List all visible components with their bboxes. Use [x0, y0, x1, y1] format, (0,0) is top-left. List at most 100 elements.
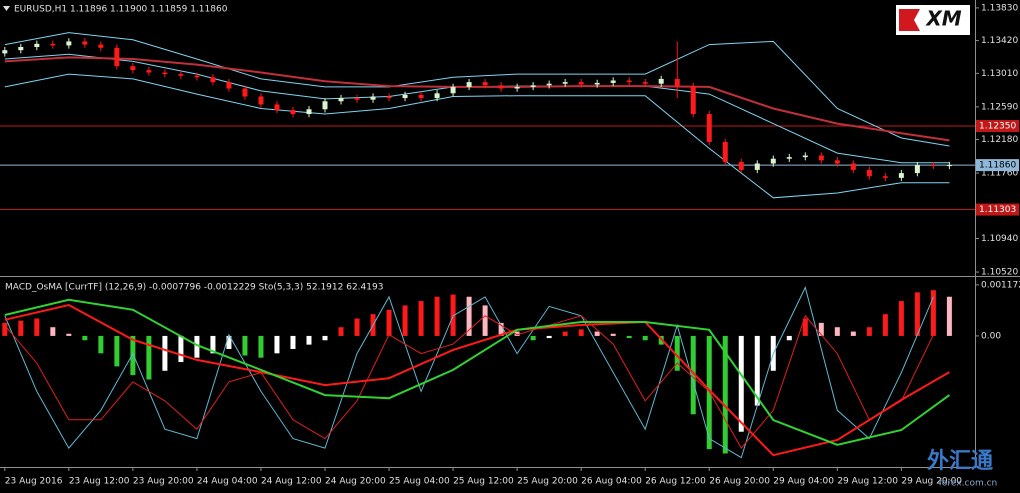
histogram-bar: [226, 335, 232, 349]
candle-body: [322, 101, 328, 110]
candle-body: [706, 114, 712, 142]
x-tick-label: 26 Aug 20:00: [709, 477, 770, 487]
histogram-bar: [786, 335, 792, 341]
histogram-bar: [274, 335, 280, 354]
candle-body: [242, 88, 248, 97]
histogram-bar: [306, 335, 312, 345]
x-tick-label: 25 Aug 12:00: [453, 477, 514, 487]
histogram-bar: [258, 335, 264, 358]
candle-body: [770, 158, 776, 164]
logo-flag: [899, 9, 920, 31]
level-label-box: [976, 159, 1019, 172]
x-tick-label: 23 Aug 2016: [5, 477, 63, 487]
histogram-bar: [594, 331, 600, 336]
histogram-bar: [162, 335, 168, 371]
candle-body: [930, 165, 936, 167]
candle-body: [514, 86, 520, 89]
candle-body: [818, 155, 824, 161]
candle-body: [162, 72, 168, 75]
histogram-bar: [674, 335, 680, 371]
x-tick-label: 26 Aug 04:00: [581, 477, 642, 487]
histogram-bar: [722, 335, 728, 454]
histogram-bar: [2, 322, 8, 336]
histogram-bar: [834, 327, 840, 336]
histogram-bar: [434, 296, 440, 336]
candle-body: [386, 96, 392, 99]
candle-body: [898, 173, 904, 178]
histogram-bar: [354, 318, 360, 336]
stochastic-line: [4, 286, 934, 459]
histogram-bar: [178, 335, 184, 363]
histogram-bar: [914, 292, 920, 336]
histogram-bar: [690, 335, 696, 415]
histogram-bar: [50, 327, 56, 336]
candle-body: [498, 85, 504, 89]
candle-body: [834, 160, 840, 164]
x-tick-label: 23 Aug 12:00: [69, 477, 130, 487]
candle-body: [370, 96, 376, 100]
macd-line: [4, 303, 950, 457]
candle-body: [594, 82, 600, 85]
candle-body: [786, 157, 792, 159]
watermark: 外汇通 forex.com.cn: [927, 448, 997, 489]
y-tick-label: 1.13830: [981, 3, 1018, 13]
histogram-bar: [210, 335, 216, 354]
candle-body: [546, 83, 552, 86]
histogram-bar: [498, 322, 504, 336]
histogram-bar: [818, 322, 824, 336]
histogram-bar: [18, 320, 24, 336]
level-label-box: [976, 203, 1019, 216]
histogram-bar: [610, 333, 616, 336]
x-tick-label: 24 Aug 20:00: [325, 477, 386, 487]
candle-body: [82, 41, 88, 45]
histogram-bar: [930, 290, 936, 336]
candle-body: [946, 165, 952, 167]
watermark-text: 外汇通: [927, 448, 993, 474]
histogram-bar: [514, 331, 520, 336]
histogram-bar: [322, 335, 328, 341]
candle-body: [450, 86, 456, 94]
histogram-bar: [562, 331, 568, 336]
level-label-box: [976, 120, 1019, 133]
candle-body: [114, 47, 120, 67]
stochastic-line: [4, 314, 934, 449]
x-tick-label: 26 Aug 12:00: [645, 477, 706, 487]
histogram-bar: [482, 305, 488, 336]
candle-body: [642, 82, 648, 84]
candle-body: [850, 163, 856, 170]
y-tick-label: 1.12180: [981, 135, 1018, 145]
y-tick-label: 1.11760: [981, 169, 1018, 179]
candle-body: [722, 141, 728, 162]
logo-text: XM: [924, 7, 961, 31]
candle-body: [226, 82, 232, 89]
histogram-bar: [530, 335, 536, 341]
histogram-bar: [402, 305, 408, 336]
histogram-bar: [418, 301, 424, 336]
candle-body: [18, 47, 24, 51]
y-tick-label: 1.13420: [981, 36, 1018, 46]
y-tick-label: 0.001172: [981, 280, 1020, 290]
candle-body: [578, 82, 584, 85]
candle-body: [146, 70, 152, 73]
chart-title: EURUSD,H1 1.11896 1.11900 1.11859 1.1186…: [14, 5, 228, 15]
indicator-line: [4, 32, 950, 147]
candle-body: [258, 96, 264, 105]
histogram-bar: [66, 333, 72, 336]
histogram-bar: [546, 335, 552, 339]
candle-body: [754, 163, 760, 170]
candle-body: [98, 44, 104, 48]
menu-arrow[interactable]: [3, 6, 10, 11]
candle-body: [562, 82, 568, 84]
y-tick-label: 1.12590: [981, 102, 1018, 112]
indicator-line: [4, 73, 950, 199]
x-tick-label: 23 Aug 20:00: [133, 477, 194, 487]
candle-body: [34, 43, 40, 48]
candle-body: [482, 82, 488, 86]
indicator-title: MACD_OsMA [CurrTF] (12,26,9) -0.0007796 …: [5, 283, 383, 293]
candle-body: [434, 93, 440, 99]
candle-body: [66, 41, 72, 46]
candle-body: [530, 85, 536, 87]
candle-body: [354, 98, 360, 100]
histogram-bar: [82, 335, 88, 341]
